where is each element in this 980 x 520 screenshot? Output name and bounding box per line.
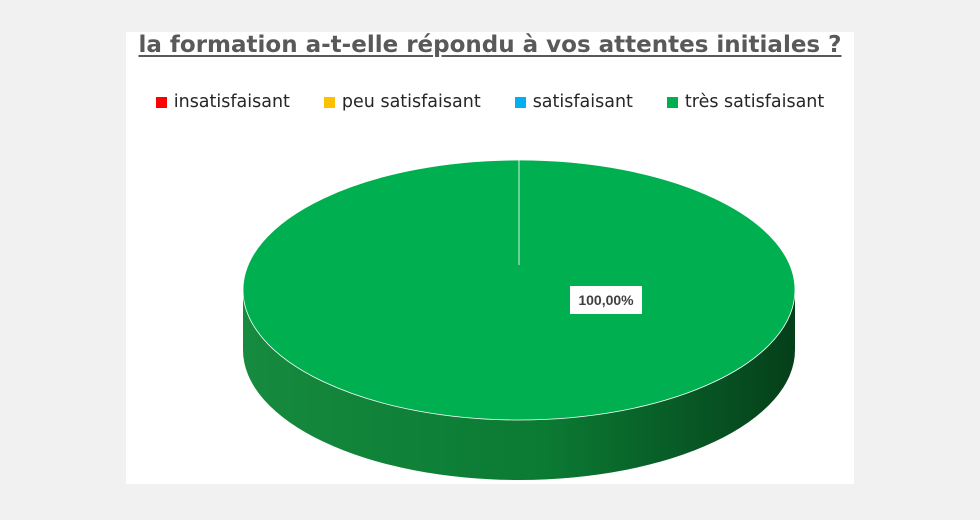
data-label-box xyxy=(570,286,642,314)
legend-label: insatisfaisant xyxy=(173,92,290,112)
legend-swatch xyxy=(155,96,167,108)
legend-item-tres-satisfaisant: très satisfaisant xyxy=(666,92,825,112)
legend-label: peu satisfaisant xyxy=(341,92,481,112)
legend-label: très satisfaisant xyxy=(684,92,825,112)
legend-swatch xyxy=(666,96,678,108)
legend-swatch xyxy=(514,96,526,108)
pie-side-wall xyxy=(243,290,795,480)
legend-item-peu-satisfaisant: peu satisfaisant xyxy=(323,92,481,112)
legend-item-insatisfaisant: insatisfaisant xyxy=(155,92,290,112)
legend-swatch xyxy=(323,96,335,108)
legend-label: satisfaisant xyxy=(532,92,633,112)
legend-item-satisfaisant: satisfaisant xyxy=(514,92,633,112)
data-label: 100,00% xyxy=(578,292,634,308)
chart-legend: insatisfaisant peu satisfaisant satisfai… xyxy=(0,92,980,112)
chart-title: la formation a-t-elle répondu à vos atte… xyxy=(138,32,842,58)
